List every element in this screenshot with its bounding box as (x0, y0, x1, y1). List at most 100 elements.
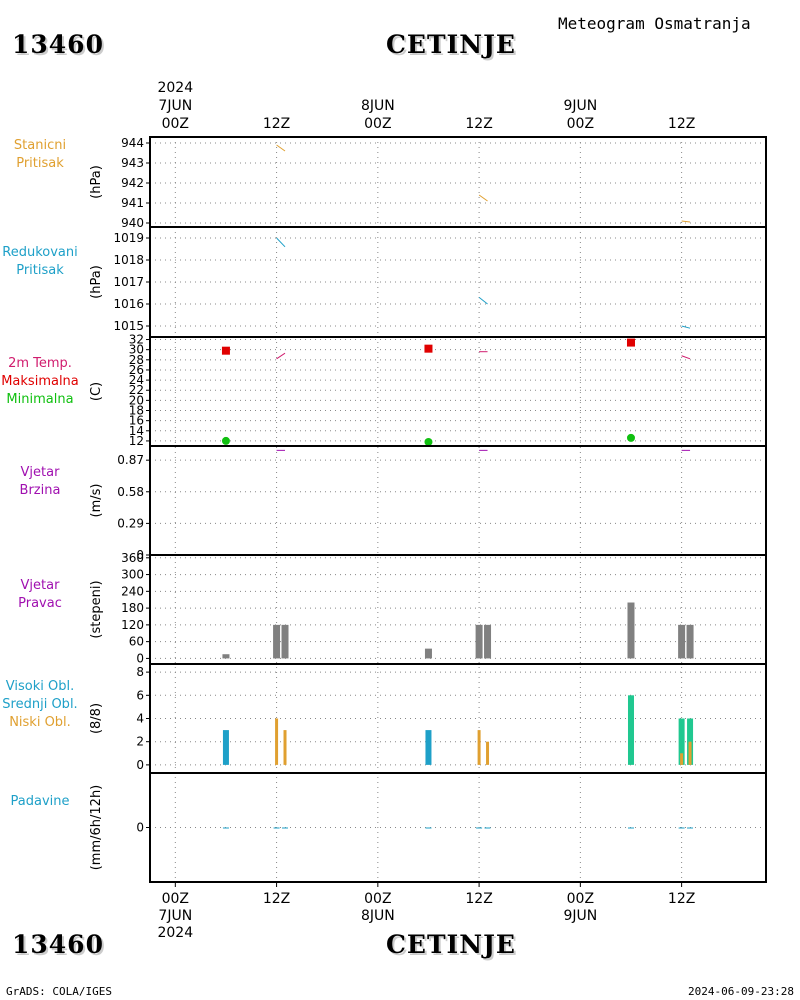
clouds-y-tick-label-3: 6 (136, 688, 144, 702)
time-tick-bottom-4: 9JUN (563, 908, 597, 924)
wind-direction-bar-7 (678, 624, 686, 659)
reduced-pressure-segment-0 (276, 237, 286, 248)
time-tick-bottom-2: 8JUN (361, 908, 395, 924)
precipitation-bar-6 (627, 827, 634, 829)
wind-direction-label: Vjetar Pravac (0, 577, 80, 613)
temperature-label-line-0: 2m Temp. (8, 356, 72, 371)
station-pressure-segment-0 (276, 144, 286, 152)
temp-min-point-1 (424, 437, 433, 446)
temperature-y-tick-label-6: 24 (129, 373, 144, 387)
temperature-label: 2m Temp. Maksimalna Minimalna (0, 355, 80, 409)
time-tick-top-4: 00Z (567, 116, 594, 132)
time-tick-bottom-1: 12Z (263, 891, 290, 907)
reduced-pressure-unit-label: (hPa) (89, 265, 104, 299)
clouds-series-2-bar-3 (486, 741, 490, 765)
temperature-label-line-2: Minimalna (6, 392, 74, 407)
wind-speed-y-tick-label-1: 0.29 (117, 516, 144, 530)
temperature-y-tick-label-8: 28 (129, 353, 144, 367)
time-tick-top-1: 12Z (263, 116, 290, 132)
clouds-series-1-bar-0 (627, 695, 634, 765)
clouds-series-0-bar-0 (222, 730, 229, 765)
station-pressure-y-tick-label-4: 944 (121, 136, 144, 150)
station-pressure-label: Stanicni Pritisak (0, 137, 80, 173)
wind-speed-unit-label: (m/s) (89, 484, 104, 518)
footer-timestamp: 2024-06-09-23:28 (688, 985, 794, 998)
time-tick-bottom-4: 00Z (567, 891, 594, 907)
temp-min-point-0 (221, 436, 230, 445)
temperature-unit-label: (C) (89, 382, 104, 401)
time-tick-bottom-5: 12Z (668, 891, 695, 907)
station-id: 13460 (12, 30, 104, 59)
precipitation-bar-0 (222, 827, 229, 829)
time-year-top: 2024 (157, 80, 193, 96)
temperature-y-tick-label-10: 32 (129, 333, 144, 347)
precipitation-frame (149, 772, 767, 883)
station-pressure-y-tick-label-2: 942 (121, 176, 144, 190)
station-pressure-y-tick-label-0: 940 (121, 216, 144, 230)
reduced-pressure-y-tick-label-3: 1018 (113, 253, 144, 267)
temperature-y-tick-label-3: 18 (129, 404, 144, 418)
clouds-series-2-bar-5 (688, 741, 692, 765)
clouds-series-0-bar-1 (425, 730, 432, 765)
precipitation-bar-8 (687, 827, 694, 829)
wind-speed-y-tick-label-3: 0.87 (117, 453, 144, 467)
wind-direction-bar-4 (475, 624, 483, 659)
wind-speed-label-line-1: Brzina (19, 483, 61, 498)
reduced-pressure-label-line-0: Redukovani (2, 245, 78, 260)
wind-direction-y-tick-label-5: 300 (121, 568, 144, 582)
clouds-frame (149, 663, 767, 774)
station-pressure-label-line-0: Stanicni (13, 138, 67, 153)
station-pressure-y-tick-label-3: 943 (121, 156, 144, 170)
wind-speed-y-tick-label-0: 0 (136, 548, 144, 562)
temp-max-point-2 (626, 338, 635, 347)
temperature-y-tick-label-7: 26 (129, 363, 144, 377)
station-pressure-y-tick-label-1: 941 (121, 196, 144, 210)
station-pressure-segment-2 (681, 220, 691, 223)
wind-direction-y-tick-label-2: 120 (121, 618, 144, 632)
clouds-label-line-1: Srednji Obl. (2, 697, 78, 712)
time-tick-top-2: 8JUN (361, 98, 395, 114)
reduced-pressure-y-tick-label-0: 1015 (113, 319, 144, 333)
reduced-pressure-label: Redukovani Pritisak (0, 244, 80, 280)
clouds-series-2-bar-2 (477, 730, 481, 765)
clouds-series-1-bar-1 (678, 718, 685, 765)
precipitation-bar-7 (678, 827, 685, 829)
station-pressure-unit-label: (hPa) (89, 165, 104, 199)
clouds-unit-label: (8/8) (89, 703, 104, 734)
precipitation-bar-1 (273, 827, 280, 829)
precipitation-bar-4 (476, 827, 483, 829)
precipitation-unit-label: (mm/6h/12h) (89, 785, 104, 871)
temperature-y-tick-label-4: 20 (129, 393, 144, 407)
clouds-y-tick-label-0: 0 (136, 758, 144, 772)
time-tick-top-2: 00Z (364, 116, 391, 132)
clouds-y-tick-label-2: 4 (136, 712, 144, 726)
time-tick-top-3: 12Z (465, 116, 492, 132)
precipitation-label: Padavine (0, 793, 80, 811)
temperature-y-tick-label-0: 12 (129, 434, 144, 448)
reduced-pressure-segment-1 (478, 297, 488, 305)
station-pressure-frame (149, 136, 767, 228)
footer-credit: GrADS: COLA/IGES (6, 985, 112, 998)
temperature-frame (149, 336, 767, 447)
wind-speed-frame (149, 445, 767, 556)
time-tick-top-5: 12Z (668, 116, 695, 132)
wind-direction-label-line-0: Vjetar (20, 578, 60, 593)
wind-speed-y-tick-label-2: 0.58 (117, 485, 144, 499)
reduced-pressure-y-tick-label-1: 1016 (113, 297, 144, 311)
wind-direction-y-tick-label-3: 180 (121, 601, 144, 615)
footer-station-id: 13460 (12, 930, 104, 959)
reduced-pressure-y-tick-label-2: 1017 (113, 275, 144, 289)
reduced-pressure-label-line-1: Pritisak (16, 263, 64, 278)
time-tick-bottom-2: 00Z (364, 891, 391, 907)
clouds-label-line-2: Niski Obl. (9, 715, 71, 730)
temperature-y-tick-label-9: 30 (129, 343, 144, 357)
precipitation-y-tick-label-0: 0 (136, 821, 144, 835)
time-tick-bottom-0: 00Z (162, 891, 189, 907)
station-pressure-segment-1 (478, 194, 488, 202)
wind-direction-bar-3 (424, 648, 432, 659)
clouds-y-tick-label-4: 8 (136, 665, 144, 679)
temp-2m-segment-2 (681, 355, 691, 360)
precipitation-bar-2 (282, 827, 289, 829)
precipitation-label-line-0: Padavine (10, 794, 70, 809)
clouds-y-tick-label-1: 2 (136, 735, 144, 749)
